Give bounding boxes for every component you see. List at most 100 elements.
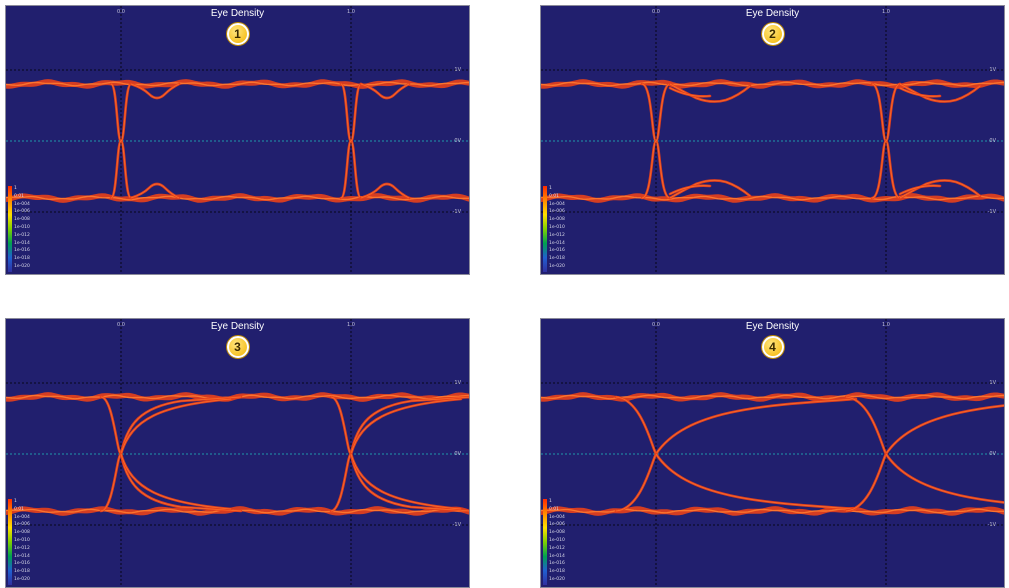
signal-transition-core xyxy=(899,180,981,199)
colorbar xyxy=(543,499,547,585)
signal-transition xyxy=(614,452,658,513)
signal-transition-core xyxy=(899,83,981,102)
x-tick-label: 0.0 xyxy=(117,322,125,328)
signal-transition xyxy=(329,395,469,456)
signal-transition-core xyxy=(120,453,232,510)
x-tick-label: 1.0 xyxy=(347,322,355,328)
colorbar xyxy=(8,499,12,585)
colorbar-label: 1 xyxy=(14,499,17,504)
x-tick-label: 0.0 xyxy=(652,322,660,328)
signal-transition-core xyxy=(899,185,941,195)
colorbar-label: 1e-012 xyxy=(549,232,565,238)
y-tick-label: 1V xyxy=(454,67,461,73)
chart-title: Eye Density xyxy=(210,8,265,19)
signal-rail-core xyxy=(6,81,469,87)
colorbar-label: 1e-008 xyxy=(549,530,565,536)
colorbar-label: 1e-008 xyxy=(14,530,30,536)
x-tick-label: 1.0 xyxy=(882,9,890,15)
signal-transition-core xyxy=(655,398,857,455)
y-tick-label: 1V xyxy=(989,67,996,73)
y-tick-label: 0V xyxy=(989,451,996,457)
signal-transition-core xyxy=(885,453,1004,503)
y-tick-label: -1V xyxy=(452,522,461,528)
colorbar-label: 1e-020 xyxy=(14,264,30,269)
signal-transition-core xyxy=(350,398,462,455)
colorbar-label: 1 xyxy=(14,186,17,191)
colorbar-label: 1e-012 xyxy=(549,545,565,551)
eye-density-panel-3: Eye Density 3 0.0 1.0 1V 0V -1V 1 0.01 1e-004 1e-0… xyxy=(5,318,470,588)
colorbar-label: 0.01 xyxy=(549,193,560,199)
signal-transition xyxy=(359,82,411,100)
colorbar-label: 1e-004 xyxy=(14,514,30,520)
y-tick-label: 0V xyxy=(454,451,461,457)
colorbar-label: 1 xyxy=(549,186,552,191)
colorbar-label: 1e-004 xyxy=(549,201,565,207)
signal-transition xyxy=(654,397,858,456)
eye-density-panel-1: Eye Density 1 0.0 1.0 1V 0V -1V 1 0.01 1e-004 1e-0… xyxy=(5,5,470,275)
signal-transition xyxy=(99,395,243,456)
y-tick-label: -1V xyxy=(452,209,461,215)
colorbar-label: 1e-018 xyxy=(549,256,565,262)
chart-title: Eye Density xyxy=(745,8,800,19)
signal-transition-core xyxy=(871,83,901,199)
colorbar-label: 1e-010 xyxy=(14,225,30,230)
colorbar-label: 1e-018 xyxy=(14,256,30,262)
signal-transition-core xyxy=(350,453,462,510)
signal-transition-core xyxy=(360,83,410,99)
signal-rail-core xyxy=(541,81,1004,87)
chart-title: Eye Density xyxy=(745,321,800,332)
eye-density-panel-2: Eye Density 2 0.0 1.0 1V 0V -1V 1 0.01 1e-004 1e-0… xyxy=(540,5,1005,275)
signal-rail-core xyxy=(541,195,1004,201)
eye-diagram-plot xyxy=(541,319,1004,587)
signal-transition xyxy=(884,404,1004,456)
y-tick-label: 0V xyxy=(454,138,461,144)
colorbar-label: 1e-006 xyxy=(14,522,30,528)
colorbar-label: 0.01 xyxy=(549,506,560,512)
x-tick-label: 0.0 xyxy=(652,9,660,15)
signal-transition xyxy=(614,395,658,456)
signal-transition-core xyxy=(845,396,887,455)
colorbar-label: 1e-004 xyxy=(549,514,565,520)
y-tick-label: 0V xyxy=(989,138,996,144)
eye-diagram-plot xyxy=(541,6,1004,274)
colorbar-label: 1e-016 xyxy=(549,248,565,254)
y-tick-label: -1V xyxy=(987,209,996,215)
signal-transition-core xyxy=(360,183,410,199)
colorbar-label: 1e-012 xyxy=(14,545,30,551)
colorbar-label: 0.01 xyxy=(14,193,25,199)
x-tick-label: 1.0 xyxy=(882,322,890,328)
colorbar-label: 1e-014 xyxy=(14,240,30,246)
colorbar-label: 1e-010 xyxy=(14,538,30,543)
colorbar-label: 1e-006 xyxy=(549,522,565,528)
y-tick-label: 1V xyxy=(989,380,996,386)
colorbar-label: 1e-010 xyxy=(549,538,565,543)
signal-transition-core xyxy=(899,87,941,97)
colorbar-label: 1e-006 xyxy=(14,209,30,215)
eye-diagram-plot xyxy=(6,6,469,274)
x-tick-label: 1.0 xyxy=(347,9,355,15)
panel-number-badge: 4 xyxy=(761,336,784,358)
signal-transition-core xyxy=(669,185,711,195)
colorbar-label: 1e-012 xyxy=(14,232,30,238)
signal-transition-core xyxy=(641,83,671,199)
signal-transition-core xyxy=(130,83,180,99)
colorbar-label: 1e-014 xyxy=(14,553,30,559)
signal-transition-core xyxy=(669,180,751,199)
signal-transition-core xyxy=(845,453,887,512)
panel-number-badge: 2 xyxy=(761,23,784,45)
signal-transition-core xyxy=(120,398,232,455)
signal-transition xyxy=(654,452,858,511)
colorbar xyxy=(8,186,12,272)
signal-transition-core xyxy=(110,83,132,199)
colorbar-label: 1e-004 xyxy=(14,201,30,207)
colorbar-label: 1e-014 xyxy=(549,240,565,246)
colorbar-label: 1e-016 xyxy=(14,248,30,254)
signal-transition-core xyxy=(130,183,180,199)
colorbar-label: 1e-020 xyxy=(549,264,565,269)
colorbar-label: 1e-020 xyxy=(549,577,565,582)
colorbar-label: 1e-016 xyxy=(549,561,565,567)
eye-density-panel-4: Eye Density 4 0.0 1.0 1V 0V -1V 1 0.01 1e-004 1e-0… xyxy=(540,318,1005,588)
eye-diagram-plot xyxy=(6,319,469,587)
colorbar-label: 1 xyxy=(549,499,552,504)
colorbar-label: 1e-006 xyxy=(549,209,565,215)
